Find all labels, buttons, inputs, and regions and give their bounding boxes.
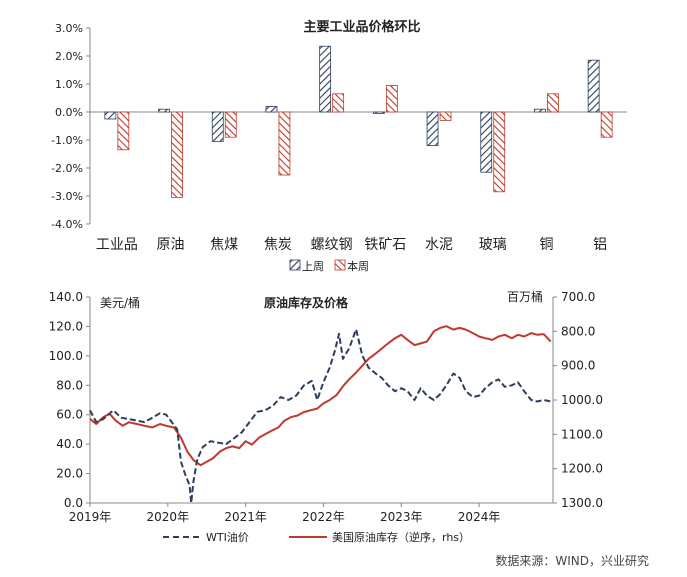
legend-label-wti: WTI油价 <box>206 530 249 544</box>
bar-last-week <box>480 111 493 173</box>
bar-last-week <box>372 111 385 114</box>
line-x-tick-label: 2021年 <box>224 510 267 524</box>
line-right-tick-label: 700.0 <box>561 290 595 304</box>
bar-last-week <box>319 45 332 113</box>
line-chart: 140.0 120.0 100.0 80.0 60.0 40.0 20.0 0.0 700.0 8… <box>49 290 603 524</box>
legend-swatch-this-week <box>334 259 346 271</box>
bar-y-tick-label: 3.0% <box>55 22 83 35</box>
bar-y-tick-label: -2.0% <box>51 162 83 175</box>
line-left-tick-label: 80.0 <box>56 378 83 392</box>
bar-last-week <box>587 59 600 113</box>
source-note: 数据来源：WIND，兴业研究 <box>495 554 649 568</box>
bar-this-week <box>600 111 613 138</box>
bar-category-label: 焦炭 <box>264 237 292 253</box>
bar-y-tick-label: -4.0% <box>51 218 83 231</box>
bar-y-tick-label: -1.0% <box>51 134 83 147</box>
bar-category-label: 水泥 <box>425 237 453 253</box>
line-right-tick-label: 900.0 <box>561 359 595 373</box>
line-left-tick-label: 60.0 <box>56 408 83 422</box>
bar-this-week <box>439 111 452 121</box>
bar-this-week <box>547 93 559 113</box>
bar-last-week <box>104 111 117 120</box>
bar-category-label: 焦煤 <box>210 237 238 253</box>
line-right-tick-label: 1100.0 <box>561 427 603 441</box>
line-right-tick-label: 1000.0 <box>561 393 603 407</box>
bar-this-week <box>332 93 345 113</box>
wti-series-line <box>89 328 551 504</box>
bar-category-label: 铝 <box>593 237 607 253</box>
line-legend: WTI油价 美国原油库存（逆序，rhs） <box>163 530 470 544</box>
right-axis-unit: 百万桶 <box>507 289 543 304</box>
bar-last-week <box>158 108 170 113</box>
bar-category-label: 铁矿石 <box>364 237 406 253</box>
line-x-tick-label: 2023年 <box>380 510 423 524</box>
line-left-tick-label: 100.0 <box>49 349 83 363</box>
bar-this-week <box>493 111 506 193</box>
line-x-tick-label: 2020年 <box>147 510 190 524</box>
bar-last-week <box>534 108 546 113</box>
bar-y-tick-label: 1.0% <box>55 78 83 91</box>
line-right-tick-label: 800.0 <box>561 324 595 338</box>
bar-this-week <box>385 85 398 113</box>
inventory-series-line <box>89 325 552 467</box>
bar-legend: 上周 本周 <box>289 259 369 273</box>
line-chart-title: 原油库存及价格 <box>264 295 349 310</box>
line-x-tick-label: 2024年 <box>458 510 501 524</box>
bar-category-label: 工业品 <box>96 237 138 253</box>
bar-category-label: 玻璃 <box>479 236 507 253</box>
bar-chart-title: 主要工业品价格环比 <box>303 19 420 35</box>
line-right-tick-label: 1200.0 <box>561 462 603 476</box>
left-axis-unit: 美元/桶 <box>100 295 140 310</box>
bar-this-week <box>278 111 291 176</box>
bar-y-tick-label: 0.0% <box>55 106 83 119</box>
line-left-tick-label: 20.0 <box>56 467 83 481</box>
line-left-tick-label: 0.0 <box>64 496 83 510</box>
legend-label-last-week: 上周 <box>302 260 324 273</box>
bar-last-week <box>211 111 224 142</box>
line-right-tick-label: 1300.0 <box>561 496 603 510</box>
line-left-tick-label: 40.0 <box>56 437 83 451</box>
line-left-tick-label: 120.0 <box>49 319 83 333</box>
bar-category-label: 铜 <box>539 237 553 253</box>
bar-this-week <box>117 111 130 151</box>
bar-this-week <box>224 111 237 138</box>
line-x-tick-label: 2019年 <box>69 510 112 524</box>
line-left-tick-label: 140.0 <box>49 290 83 304</box>
bar-last-week <box>426 111 439 146</box>
bar-category-label: 原油 <box>157 237 185 253</box>
bar-category-label: 螺纹钢 <box>311 237 353 253</box>
bar-this-week <box>171 111 183 198</box>
legend-label-this-week: 本周 <box>347 259 369 273</box>
legend-label-inventory: 美国原油库存（逆序，rhs） <box>332 530 470 544</box>
bar-last-week <box>265 106 278 113</box>
line-x-tick-label: 2022年 <box>302 510 345 524</box>
legend-swatch-last-week <box>289 259 301 271</box>
bar-y-tick-label: 2.0% <box>55 50 83 63</box>
bar-chart: 3.0% 2.0% 1.0% 0.0% -1.0% -2.0% -3.0% -4.0% 工业品 原… <box>51 22 627 253</box>
bar-y-tick-label: -3.0% <box>51 190 83 203</box>
